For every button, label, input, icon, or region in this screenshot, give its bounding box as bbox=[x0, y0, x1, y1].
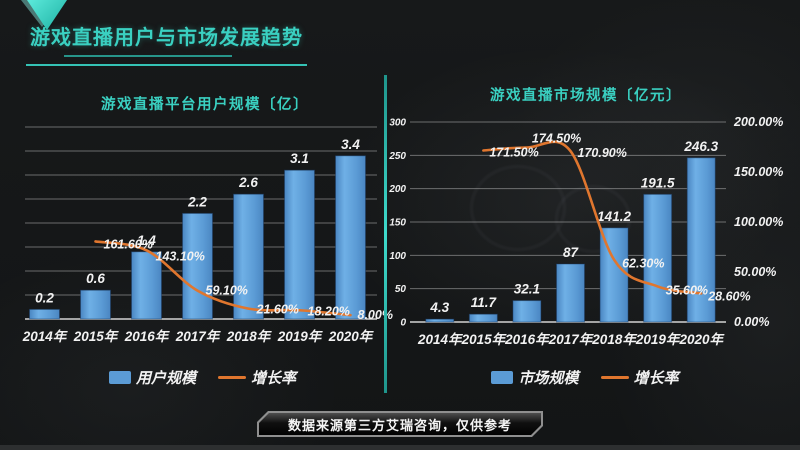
growth-value-label: 8.00% bbox=[358, 308, 393, 322]
user-scale-chart-legend: 用户规模 增长率 bbox=[20, 367, 385, 388]
bar-value-label: 191.5 bbox=[641, 175, 675, 190]
bar bbox=[425, 318, 455, 323]
bar-value-label: 87 bbox=[563, 245, 580, 260]
growth-value-label: 18.20% bbox=[308, 304, 350, 318]
growth-value-label: 161.60% bbox=[104, 237, 153, 251]
category-label: 2015年 bbox=[461, 332, 508, 347]
category-label: 2020年 bbox=[678, 332, 725, 347]
bar-value-label: 3.4 bbox=[341, 137, 360, 152]
title-underline-long bbox=[26, 64, 307, 66]
category-label: 2017年 bbox=[548, 332, 595, 347]
legend-label: 增长率 bbox=[251, 370, 297, 387]
bar bbox=[643, 193, 673, 323]
bar bbox=[131, 251, 162, 320]
left-axis-tick-label: 150 bbox=[389, 218, 406, 229]
bar-value-label: 246.3 bbox=[683, 139, 718, 154]
category-label: 2017年 bbox=[175, 329, 222, 344]
growth-line bbox=[482, 140, 703, 295]
bar-value-label: 1.4 bbox=[137, 233, 156, 248]
growth-value-label: 21.60% bbox=[256, 303, 299, 317]
category-label: 2016年 bbox=[504, 332, 551, 347]
growth-value-label: 28.60% bbox=[707, 289, 750, 303]
growth-value-label: 59.10% bbox=[206, 284, 248, 298]
bar bbox=[556, 263, 585, 323]
legend-label: 用户规模 bbox=[135, 370, 196, 387]
category-label: 2018年 bbox=[226, 329, 273, 344]
bar bbox=[80, 289, 111, 320]
legend-item-line: 增长率 bbox=[218, 367, 296, 388]
bottom-strip bbox=[0, 445, 800, 450]
source-note-inner: 数据来源第三方艾瑞咨询，仅供参考 bbox=[259, 413, 541, 435]
bar bbox=[29, 308, 60, 320]
category-label: 2014年 bbox=[22, 329, 69, 344]
line-swatch-icon bbox=[600, 376, 629, 379]
legend-item-bar: 市场规模 bbox=[491, 367, 579, 388]
line-swatch-icon bbox=[218, 376, 246, 379]
bar bbox=[284, 169, 315, 320]
background-smoke-ring bbox=[555, 185, 631, 253]
left-axis-tick-label: 0 bbox=[400, 318, 406, 329]
bar-value-label: 0.6 bbox=[86, 271, 105, 286]
chart-divider-line bbox=[384, 75, 387, 393]
right-axis-tick-label: 0.00% bbox=[734, 315, 769, 329]
category-label: 2020年 bbox=[328, 329, 375, 344]
left-axis-tick-label: 200 bbox=[388, 184, 406, 195]
growth-value-label: 35.60% bbox=[666, 283, 708, 297]
source-note-text: 数据来源第三方艾瑞咨询，仅供参考 bbox=[287, 417, 512, 433]
market-scale-chart-title: 游戏直播市场规模〔亿元〕 bbox=[490, 88, 682, 104]
bar bbox=[599, 227, 629, 323]
growth-value-label: 170.90% bbox=[578, 146, 627, 160]
right-axis-tick-label: 50.00% bbox=[734, 265, 776, 279]
growth-value-label: 143.10% bbox=[156, 249, 205, 263]
bar bbox=[233, 193, 264, 320]
legend-item-bar: 用户规模 bbox=[108, 367, 196, 388]
left-axis-tick-label: 50 bbox=[395, 284, 407, 295]
legend-label: 市场规模 bbox=[518, 370, 579, 387]
right-axis-tick-label: 100.00% bbox=[734, 215, 783, 229]
category-label: 2015年 bbox=[73, 329, 120, 344]
bar bbox=[512, 300, 542, 323]
legend-item-line: 增长率 bbox=[600, 367, 679, 388]
growth-value-label: 171.50% bbox=[489, 146, 538, 160]
growth-value-label: 174.50% bbox=[532, 132, 581, 146]
bar-value-label: 32.1 bbox=[514, 282, 540, 297]
bar bbox=[335, 155, 366, 320]
category-label: 2014年 bbox=[417, 332, 464, 347]
title-underline-short bbox=[64, 55, 232, 57]
bar-value-label: 11.7 bbox=[471, 295, 498, 310]
bar-swatch-icon bbox=[108, 371, 131, 384]
right-axis-tick-label: 150.00% bbox=[734, 165, 783, 179]
page-title: 游戏直播用户与市场发展趋势 bbox=[30, 27, 303, 49]
right-axis-tick-label: 200.00% bbox=[733, 115, 783, 129]
left-axis-tick-label: 300 bbox=[389, 118, 406, 129]
bar-swatch-icon bbox=[491, 371, 514, 384]
bar bbox=[182, 212, 213, 320]
user-scale-chart-title: 游戏直播平台用户规模〔亿〕 bbox=[101, 97, 309, 113]
category-label: 2019年 bbox=[277, 329, 324, 344]
bar-value-label: 141.2 bbox=[597, 209, 631, 224]
legend-label: 增长率 bbox=[633, 370, 679, 387]
bar-value-label: 3.1 bbox=[290, 151, 309, 166]
bar-value-label: 2.2 bbox=[187, 194, 207, 209]
category-label: 2016年 bbox=[124, 329, 171, 344]
bar-value-label: 2.6 bbox=[238, 175, 258, 190]
category-label: 2019年 bbox=[635, 332, 682, 347]
bar-value-label: 4.3 bbox=[429, 300, 449, 315]
bar bbox=[468, 313, 498, 323]
market-scale-chart-legend: 市场规模 增长率 bbox=[410, 367, 760, 388]
source-note-banner: 数据来源第三方艾瑞咨询，仅供参考 bbox=[257, 411, 543, 437]
category-label: 2018年 bbox=[591, 332, 638, 347]
growth-value-label: 62.30% bbox=[622, 257, 664, 271]
bar-value-label: 0.2 bbox=[35, 290, 54, 305]
left-axis-tick-label: 100 bbox=[389, 251, 406, 262]
left-axis-tick-label: 250 bbox=[388, 151, 406, 162]
growth-line bbox=[94, 240, 352, 317]
